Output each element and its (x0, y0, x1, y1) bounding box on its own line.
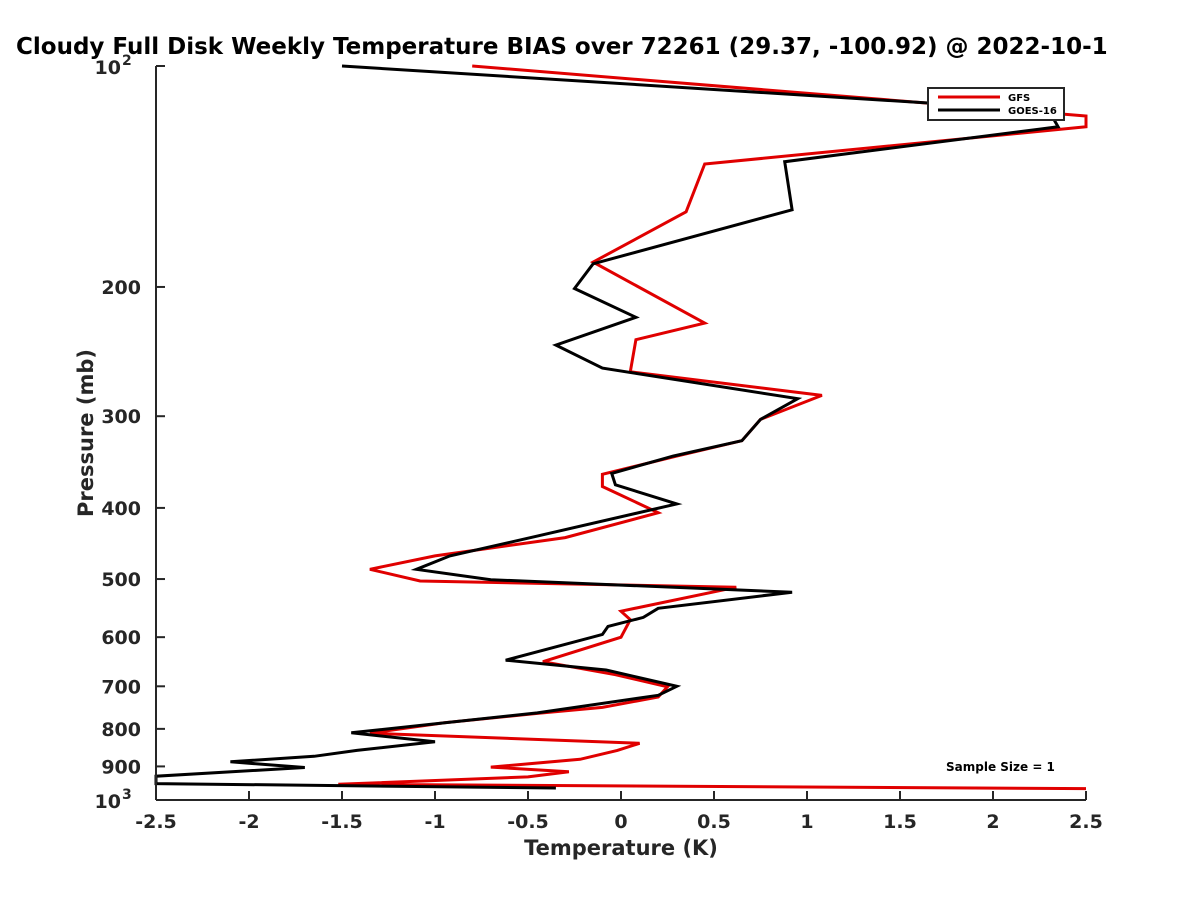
x-tick-label: -0.5 (507, 811, 549, 833)
x-tick-label: -1.5 (321, 811, 363, 833)
x-tick-label: 1.5 (883, 811, 917, 833)
legend-label-goes-16: GOES-16 (1008, 106, 1057, 117)
y-tick-label-exponent: 2 (122, 53, 132, 69)
x-axis-title: Temperature (K) (524, 836, 718, 860)
y-tick-label: 800 (101, 719, 141, 741)
chart-title: Cloudy Full Disk Weekly Temperature BIAS… (16, 34, 1108, 60)
x-tick-label: -1 (424, 811, 445, 833)
x-tick-label: 2 (986, 811, 999, 833)
y-tick-label: 400 (101, 498, 141, 520)
y-tick-label: 700 (101, 676, 141, 698)
y-tick-label: 900 (101, 756, 141, 778)
series-line-goes-16 (154, 64, 1061, 790)
x-tick-label: 1 (800, 811, 813, 833)
y-tick-label-exponent: 3 (122, 787, 132, 803)
y-axis-title: Pressure (mb) (74, 349, 98, 517)
y-tick-label: 600 (101, 627, 141, 649)
x-tick-label: 2.5 (1069, 811, 1103, 833)
y-tick-label-power: 10 2 (95, 53, 132, 79)
y-tick-label-power: 10 3 (95, 787, 132, 813)
x-ticks: -2.5 -2 -1.5 -1 -0.5 0 0.5 1 1.5 2 2.5 (135, 791, 1103, 833)
axes-layer (155, 66, 1086, 801)
y-tick-label: 200 (101, 277, 141, 299)
sample-size-annotation: Sample Size = 1 (946, 760, 1055, 774)
series-line-gfs (338, 64, 1088, 791)
y-tick-label: 500 (101, 569, 141, 591)
y-tick-label: 300 (101, 406, 141, 428)
x-tick-label: -2.5 (135, 811, 177, 833)
series-layer (154, 64, 1088, 791)
legend-box (927, 87, 1065, 121)
x-tick-label: 0.5 (697, 811, 731, 833)
legend[interactable]: GFS GOES-16 (927, 87, 1065, 121)
x-tick-label: 0 (614, 811, 627, 833)
x-tick-label: -2 (238, 811, 259, 833)
y-tick-label-base: 10 (95, 791, 121, 813)
legend-label-gfs: GFS (1008, 93, 1030, 104)
y-tick-label-base: 10 (95, 57, 121, 79)
